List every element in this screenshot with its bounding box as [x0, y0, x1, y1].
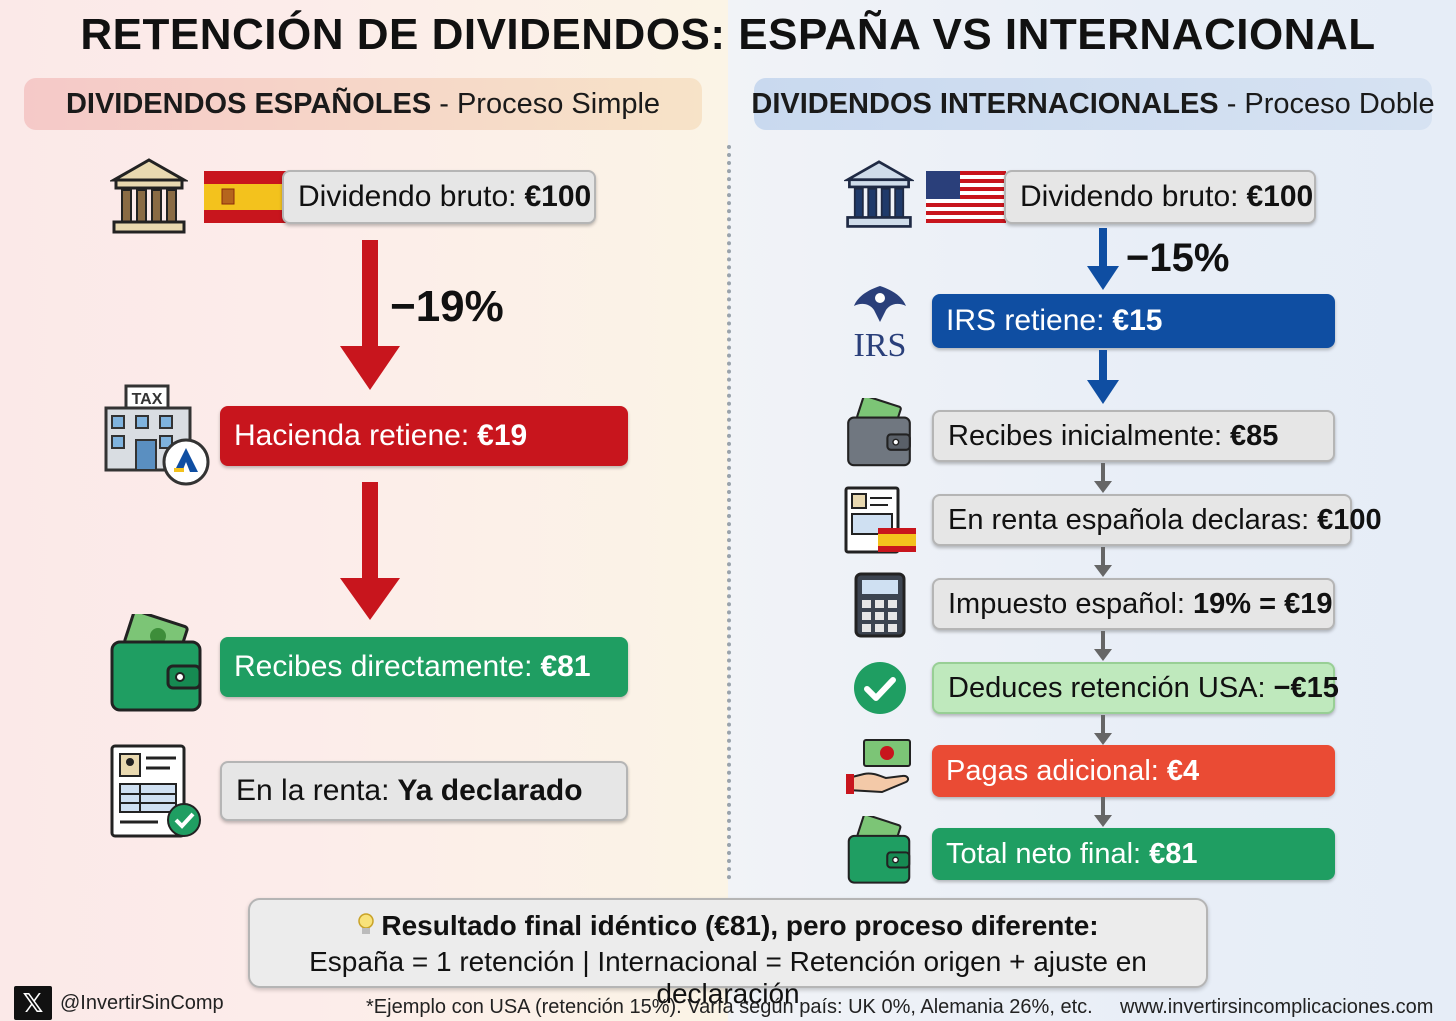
tax-form-icon — [110, 744, 201, 838]
right-initial-box: Recibes inicialmente: €85 — [932, 410, 1335, 462]
left-section-header: DIVIDENDOS ESPAÑOLES - Proceso Simple — [24, 78, 702, 130]
left-renta-value: Ya declarado — [397, 774, 583, 807]
left-gross-label: Dividendo bruto: — [298, 180, 517, 213]
left-header-rest: - Proceso Simple — [439, 87, 661, 120]
result-line-1-container: Resultado final idéntico (€81), pero pro… — [250, 910, 1206, 942]
lightbulb-icon — [357, 912, 375, 936]
wallet-icon — [110, 614, 202, 712]
right-net-box: Total neto final: €81 — [932, 828, 1335, 880]
right-irs-box: IRS retiene: €15 — [932, 294, 1335, 348]
right-declare-box: En renta española declaras: €100 — [932, 494, 1382, 546]
left-receive-box: Recibes directamente: €81 — [220, 637, 628, 697]
left-withheld-value: €19 — [477, 419, 528, 452]
right-deduct-label: Deduces retención USA: — [948, 671, 1266, 704]
x-logo-icon: 𝕏 — [14, 986, 52, 1020]
svg-text:TAX: TAX — [132, 391, 163, 408]
left-receive-label: Recibes directamente: — [234, 650, 533, 683]
right-net-value: €81 — [1149, 837, 1198, 870]
footer-handle-text: @InvertirSinComp — [60, 991, 224, 1014]
right-percentage: −15% — [1126, 236, 1230, 280]
irs-logo-text: IRS — [853, 327, 907, 364]
footer-website[interactable]: www.invertirsincomplicaciones.com — [1120, 996, 1434, 1018]
calculator-icon — [854, 572, 906, 638]
right-declare-value: €100 — [1317, 503, 1382, 536]
usa-flag-icon — [926, 171, 1006, 223]
bank-icon — [110, 158, 188, 234]
right-tax-value: 19% = €19 — [1192, 587, 1333, 620]
left-withheld-label: Hacienda retiene: — [234, 419, 470, 452]
right-irs-value: €15 — [1112, 304, 1163, 337]
hand-money-icon — [846, 739, 911, 794]
grey-wallet-icon — [847, 398, 911, 467]
right-tax-label: Impuesto español: — [948, 587, 1185, 620]
right-extra-value: €4 — [1166, 754, 1200, 787]
left-withheld-box: Hacienda retiene: €19 — [220, 406, 628, 466]
right-gross-label: Dividendo bruto: — [1020, 180, 1239, 213]
result-line-2: España = 1 retención | Internacional = R… — [309, 946, 1147, 1009]
center-divider — [727, 145, 731, 880]
result-summary-box: Resultado final idéntico (€81), pero pro… — [248, 898, 1208, 1009]
right-extra-label: Pagas adicional: — [946, 754, 1159, 787]
right-initial-label: Recibes inicialmente: — [948, 419, 1223, 452]
small-arrow-2-icon — [1094, 547, 1112, 577]
right-arrow-down-2-icon — [1087, 350, 1119, 404]
small-arrow-1-icon — [1094, 463, 1112, 493]
footer-note: *Ejemplo con USA (retención 15%). Varía … — [366, 996, 1093, 1018]
left-renta-label: En la renta: — [236, 774, 390, 807]
right-gross-dividend-box: Dividendo bruto: €100 — [1004, 170, 1316, 224]
small-arrow-4-icon — [1094, 715, 1112, 745]
right-section-header: DIVIDENDOS INTERNACIONALES - Proceso Dob… — [751, 78, 1435, 130]
right-tax-box: Impuesto español: 19% = €19 — [932, 578, 1335, 630]
small-arrow-3-icon — [1094, 631, 1112, 661]
left-gross-dividend-box: Dividendo bruto: €100 — [282, 170, 596, 224]
right-initial-value: €85 — [1230, 419, 1279, 452]
right-header-bold: DIVIDENDOS INTERNACIONALES — [751, 87, 1219, 120]
left-percentage: −19% — [390, 282, 504, 331]
left-header-bold: DIVIDENDOS ESPAÑOLES — [65, 87, 432, 120]
right-net-label: Total neto final: — [946, 837, 1142, 870]
footer-handle[interactable]: 𝕏 @InvertirSinComp — [14, 986, 224, 1020]
spanish-tax-form-icon — [844, 486, 916, 554]
right-header-rest: - Proceso Doble — [1226, 87, 1435, 120]
left-arrow-down-icon — [340, 240, 400, 390]
page-title: RETENCIÓN DE DIVIDENDOS: ESPAÑA VS INTER… — [80, 10, 1376, 59]
left-gross-value: €100 — [524, 180, 592, 213]
tax-office-icon: TAX — [104, 384, 210, 486]
right-deduct-box: Deduces retención USA: −€15 — [932, 662, 1339, 714]
right-declare-label: En renta española declaras: — [948, 503, 1310, 536]
small-arrow-5-icon — [1094, 797, 1112, 827]
checkmark-icon — [854, 662, 906, 714]
right-bank-icon — [844, 160, 914, 228]
left-renta-box: En la renta: Ya declarado — [220, 761, 628, 821]
irs-logo-icon: IRS — [848, 282, 912, 366]
left-receive-value: €81 — [540, 650, 591, 683]
right-gross-value: €100 — [1246, 180, 1314, 213]
result-line-1: Resultado final idéntico (€81), pero pro… — [381, 910, 1099, 941]
left-arrow-down-2-icon — [340, 482, 400, 620]
right-extra-box: Pagas adicional: €4 — [932, 745, 1335, 797]
spain-flag-icon — [204, 171, 286, 223]
right-irs-label: IRS retiene: — [946, 304, 1105, 337]
right-deduct-value: −€15 — [1273, 671, 1339, 704]
eagle-emblem-icon — [854, 286, 906, 322]
green-wallet-icon — [847, 816, 911, 884]
right-arrow-down-icon — [1087, 228, 1119, 290]
